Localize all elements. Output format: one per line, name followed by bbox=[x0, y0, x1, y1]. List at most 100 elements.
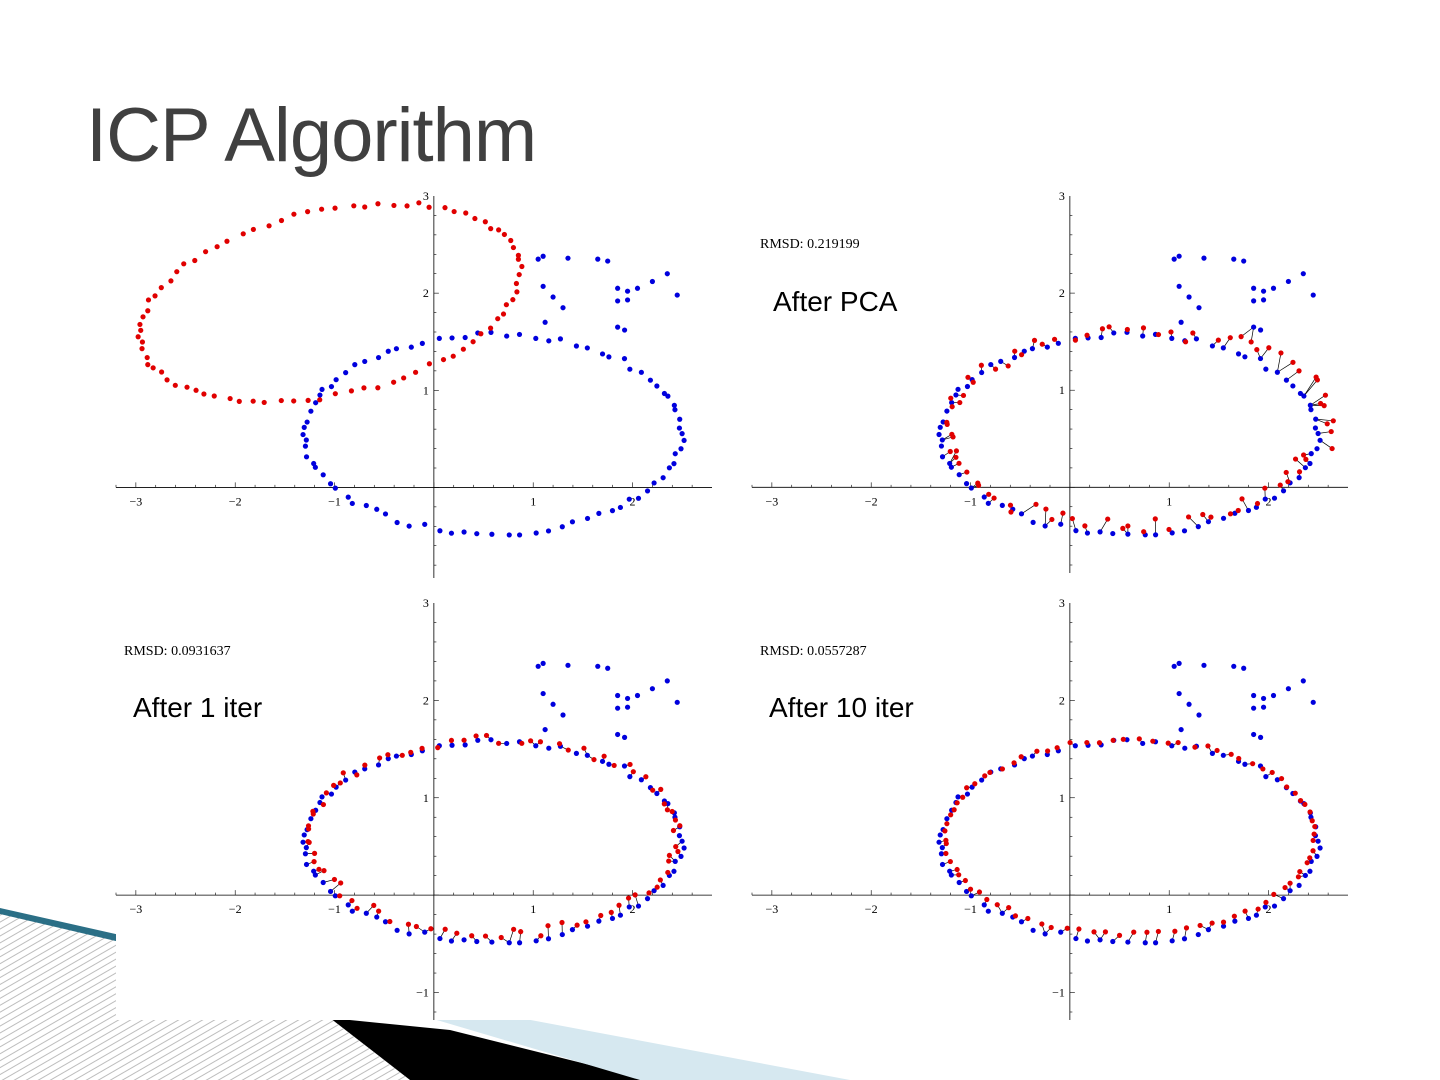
model-point bbox=[500, 311, 507, 317]
data-point bbox=[546, 745, 552, 751]
model-point bbox=[947, 448, 953, 455]
model-point bbox=[1304, 860, 1310, 866]
model-point bbox=[965, 374, 971, 380]
model-point bbox=[1312, 823, 1318, 830]
model-point bbox=[975, 480, 981, 486]
model-point bbox=[625, 895, 632, 901]
model-point bbox=[574, 922, 580, 928]
model-point bbox=[426, 361, 432, 367]
model-point bbox=[954, 866, 960, 873]
data-point bbox=[1195, 931, 1201, 938]
data-point bbox=[436, 335, 442, 342]
chart-panel-initial: −3 −2 −1 1 2 1 2 3 bbox=[115, 188, 712, 578]
model-point bbox=[1296, 469, 1303, 475]
model-point bbox=[666, 858, 672, 864]
data-point bbox=[654, 383, 660, 389]
y-tick-label: 3 bbox=[423, 189, 429, 203]
data-point bbox=[1262, 904, 1268, 910]
model-point bbox=[1307, 809, 1313, 815]
data-point bbox=[1312, 425, 1319, 431]
data-point bbox=[303, 454, 310, 460]
model-point bbox=[321, 868, 327, 874]
data-point bbox=[1257, 327, 1264, 333]
model-point bbox=[174, 269, 180, 275]
correspondence-line bbox=[1303, 376, 1317, 397]
data-point bbox=[385, 756, 391, 762]
model-point bbox=[138, 327, 144, 333]
data-point bbox=[1231, 256, 1237, 262]
data-point bbox=[678, 446, 684, 452]
model-point bbox=[514, 289, 520, 295]
stage-annotation: After 10 iter bbox=[769, 692, 914, 723]
model-point bbox=[948, 395, 954, 401]
data-point bbox=[1317, 845, 1323, 851]
data-point bbox=[606, 354, 612, 360]
data-point bbox=[569, 519, 576, 525]
model-point bbox=[1271, 891, 1277, 897]
model-point bbox=[181, 261, 187, 267]
data-point bbox=[504, 740, 510, 747]
correspondence-line bbox=[1310, 394, 1326, 406]
model-point bbox=[488, 226, 494, 232]
model-point bbox=[1060, 510, 1066, 516]
data-point bbox=[504, 333, 510, 339]
model-point bbox=[1254, 347, 1260, 353]
y-tick-label: −1 bbox=[1052, 986, 1065, 1000]
model-point bbox=[559, 919, 565, 926]
data-point bbox=[1084, 938, 1091, 944]
correspondence-line bbox=[1315, 418, 1334, 422]
data-point bbox=[624, 297, 631, 303]
data-point bbox=[1262, 496, 1268, 502]
model-point bbox=[665, 869, 671, 876]
data-point bbox=[1125, 531, 1131, 537]
data-point bbox=[573, 750, 580, 756]
data-point bbox=[1317, 437, 1323, 443]
model-point bbox=[1208, 514, 1214, 520]
data-point bbox=[304, 419, 310, 425]
data-point bbox=[375, 354, 382, 361]
correspondence-line bbox=[1303, 379, 1318, 397]
model-point bbox=[1183, 925, 1190, 931]
model-point bbox=[511, 926, 517, 932]
data-point bbox=[939, 454, 946, 460]
model-point bbox=[616, 902, 622, 908]
data-point bbox=[1171, 663, 1177, 669]
model-point bbox=[473, 733, 479, 739]
model-point bbox=[1278, 350, 1284, 356]
data-point bbox=[349, 908, 355, 914]
data-point bbox=[1073, 935, 1079, 942]
data-point bbox=[312, 872, 318, 878]
model-point bbox=[627, 761, 633, 768]
data-point bbox=[1097, 937, 1103, 943]
model-point bbox=[1084, 739, 1090, 746]
model-point bbox=[654, 884, 660, 890]
model-point bbox=[999, 766, 1006, 772]
model-point bbox=[1012, 348, 1018, 354]
model-point bbox=[556, 741, 563, 747]
data-point bbox=[624, 704, 631, 710]
model-point bbox=[323, 790, 329, 796]
data-point bbox=[1152, 940, 1159, 946]
data-point bbox=[1251, 692, 1257, 699]
data-point bbox=[1030, 519, 1036, 525]
model-point bbox=[1168, 329, 1174, 335]
data-point bbox=[1196, 305, 1202, 311]
data-point bbox=[474, 938, 480, 945]
data-point bbox=[320, 879, 326, 886]
model-point bbox=[1322, 392, 1329, 398]
data-point bbox=[406, 931, 412, 937]
data-point bbox=[626, 496, 632, 502]
data-point bbox=[1058, 521, 1064, 527]
data-point bbox=[624, 288, 631, 294]
model-point bbox=[158, 285, 164, 291]
data-point bbox=[660, 475, 666, 481]
data-point bbox=[1072, 743, 1078, 749]
model-point bbox=[632, 892, 638, 898]
data-point bbox=[449, 335, 455, 341]
model-point bbox=[387, 918, 393, 925]
data-point bbox=[955, 386, 961, 392]
model-point bbox=[495, 316, 501, 322]
model-point bbox=[953, 454, 959, 460]
model-point bbox=[970, 379, 976, 385]
model-point bbox=[416, 200, 422, 206]
